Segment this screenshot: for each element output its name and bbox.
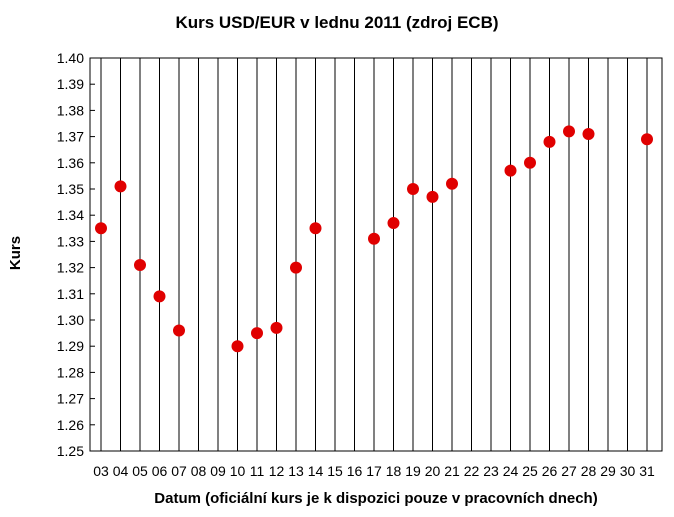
data-point-25 xyxy=(524,156,536,169)
data-point-14 xyxy=(309,222,322,235)
x-tick-label: 31 xyxy=(639,463,655,479)
x-tick-label: 21 xyxy=(444,463,460,479)
y-tick-label: 1.31 xyxy=(57,286,84,302)
y-tick-label: 1.33 xyxy=(57,233,84,249)
y-tick-label: 1.34 xyxy=(57,207,84,223)
x-tick-label: 17 xyxy=(366,463,382,479)
x-tick-label: 25 xyxy=(522,463,538,479)
y-tick-label: 1.40 xyxy=(57,50,84,66)
data-point-26 xyxy=(543,135,556,148)
data-point-21 xyxy=(446,177,458,190)
x-tick-label: 24 xyxy=(503,463,519,479)
x-tick-label: 09 xyxy=(210,463,226,479)
y-tick-label: 1.30 xyxy=(57,312,84,328)
x-tick-label: 12 xyxy=(269,463,285,479)
x-tick-label: 10 xyxy=(230,463,246,479)
data-point-07 xyxy=(173,324,185,337)
x-tick-label: 13 xyxy=(288,463,304,479)
x-tick-labels: 03 04 05 06 07 08 09 10 11 12 13 14 15 16 17 18 19 20 21 22… xyxy=(93,463,655,479)
data-point-13 xyxy=(290,261,302,274)
plot-frame xyxy=(89,57,663,452)
y-tick-label: 1.39 xyxy=(57,76,84,92)
data-point-10 xyxy=(231,340,244,353)
y-tick-label: 1.29 xyxy=(57,338,84,354)
y-tick-label: 1.25 xyxy=(57,443,84,459)
x-tick-label: 11 xyxy=(250,463,265,479)
y-tick-label: 1.37 xyxy=(57,129,84,145)
data-point-19 xyxy=(407,183,419,195)
x-tick-label: 22 xyxy=(464,463,480,479)
y-tick-label: 1.35 xyxy=(57,181,84,197)
data-point-12 xyxy=(270,321,283,334)
x-tick-label: 14 xyxy=(308,463,324,479)
x-tick-label: 26 xyxy=(542,463,558,479)
x-tick-label: 27 xyxy=(561,463,577,479)
data-point-03 xyxy=(95,222,107,235)
x-tick-label: 08 xyxy=(191,463,207,479)
chart-title: Kurs USD/EUR v lednu 2011 (zdroj ECB) xyxy=(175,13,498,32)
data-point-04 xyxy=(114,180,127,193)
x-tick-label: 28 xyxy=(581,463,597,479)
data-point-06 xyxy=(153,290,166,303)
x-tick-label: 30 xyxy=(620,463,636,479)
y-tick-label: 1.38 xyxy=(57,102,84,118)
x-axis-label: Datum (oficiální kurs je k dispozici pou… xyxy=(154,490,597,507)
y-axis-label: Kurs xyxy=(7,236,24,270)
x-tick-label: 06 xyxy=(152,463,168,479)
x-tick-label: 15 xyxy=(327,463,343,479)
data-points xyxy=(95,125,653,353)
x-tick-label: 16 xyxy=(347,463,363,479)
x-tick-label: 18 xyxy=(386,463,402,479)
data-point-18 xyxy=(387,217,400,230)
x-tick-label: 03 xyxy=(93,463,109,479)
x-tick-label: 04 xyxy=(113,463,129,479)
x-tick-label: 20 xyxy=(425,463,441,479)
x-tick-label: 05 xyxy=(132,463,148,479)
x-tick-label: 19 xyxy=(405,463,421,479)
data-point-17 xyxy=(368,232,380,245)
gridlines xyxy=(100,58,648,451)
y-tick-label: 1.32 xyxy=(57,260,84,276)
x-tick-label: 29 xyxy=(600,463,616,479)
data-point-28 xyxy=(582,127,595,140)
data-point-20 xyxy=(426,190,439,203)
y-tick-label: 1.26 xyxy=(57,417,84,433)
data-point-24 xyxy=(504,164,517,177)
y-tick-label: 1.28 xyxy=(57,364,84,380)
y-tick-labels: 1.40 1.39 1.38 1.37 1.36 1.35 1.34 1.33 1.32 1.31… xyxy=(57,50,95,459)
data-point-05 xyxy=(134,258,146,271)
y-tick-label: 1.36 xyxy=(57,155,84,171)
data-point-27 xyxy=(563,125,575,138)
x-tick-label: 07 xyxy=(171,463,187,479)
x-tick-label: 23 xyxy=(483,463,499,479)
y-tick-label: 1.27 xyxy=(57,391,84,407)
data-point-11 xyxy=(251,327,263,340)
data-point-31 xyxy=(641,133,653,146)
